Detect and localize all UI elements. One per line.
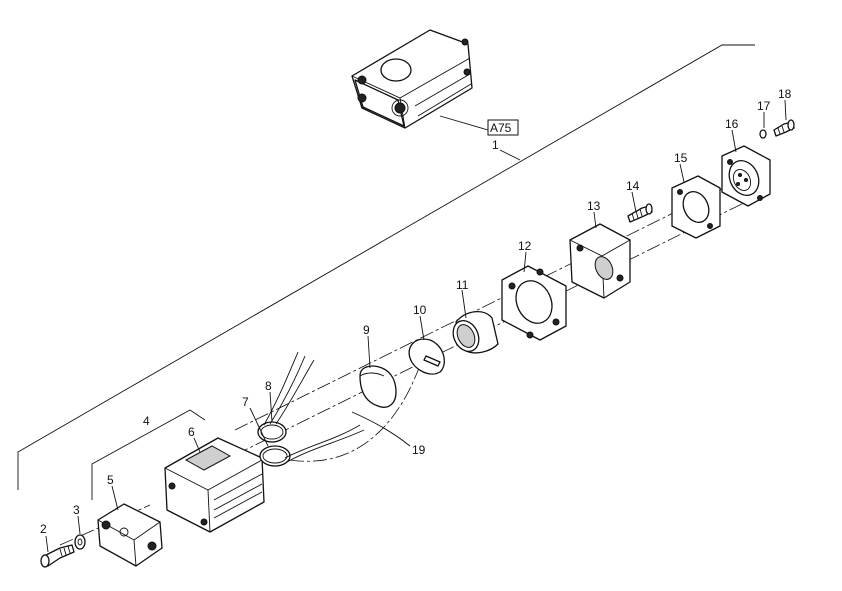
callout-18: 18 xyxy=(778,87,792,101)
callout-7: 7 xyxy=(242,395,249,409)
part-11-sleeve xyxy=(452,311,499,354)
callout-8: 8 xyxy=(265,379,272,393)
callout-numbers: 1 2 3 4 5 6 7 8 9 10 11 12 13 14 15 16 1… xyxy=(40,87,792,536)
callout-17: 17 xyxy=(757,99,771,113)
part-5-end-cap xyxy=(97,503,163,567)
callout-1-leader xyxy=(499,149,521,161)
callout-4: 4 xyxy=(143,414,150,428)
part-17-washer xyxy=(759,129,767,139)
part-1-complete-assembly xyxy=(351,29,473,129)
callout-14: 14 xyxy=(626,179,640,193)
part-9-magnet xyxy=(359,365,397,408)
part-8-coil xyxy=(257,351,315,443)
part-13-flange xyxy=(569,223,631,299)
callout-19: 19 xyxy=(412,443,426,457)
assembly-bracket-line xyxy=(17,44,755,490)
reference-box-label: A75 xyxy=(490,121,512,135)
callout-16: 16 xyxy=(725,117,739,131)
part-3-washer xyxy=(74,534,86,550)
callout-10: 10 xyxy=(413,303,427,317)
callout-12: 12 xyxy=(518,239,532,253)
callout-6: 6 xyxy=(188,425,195,439)
part-10-clip-ring xyxy=(408,338,445,375)
reference-box: A75 xyxy=(487,119,519,136)
callout-11: 11 xyxy=(456,278,469,292)
callout-3: 3 xyxy=(73,503,80,517)
reference-leader xyxy=(439,115,489,131)
part-18-screw xyxy=(773,119,795,137)
part-12-gasket xyxy=(501,265,567,341)
callout-13: 13 xyxy=(587,199,601,213)
callout-2: 2 xyxy=(40,522,47,536)
part-6-housing xyxy=(164,437,265,533)
part-16-connector xyxy=(721,145,771,207)
subassembly-bracket-line xyxy=(91,409,206,500)
callout-9: 9 xyxy=(363,323,370,337)
callout-15: 15 xyxy=(674,151,688,165)
callout-5: 5 xyxy=(107,473,114,487)
part-14-screw xyxy=(627,203,653,223)
part-7-coil xyxy=(259,424,365,467)
callout-1: 1 xyxy=(492,138,499,152)
part-2-screw xyxy=(40,544,75,568)
part-15-gasket-plate xyxy=(671,175,721,239)
callout-leaders xyxy=(45,99,787,553)
